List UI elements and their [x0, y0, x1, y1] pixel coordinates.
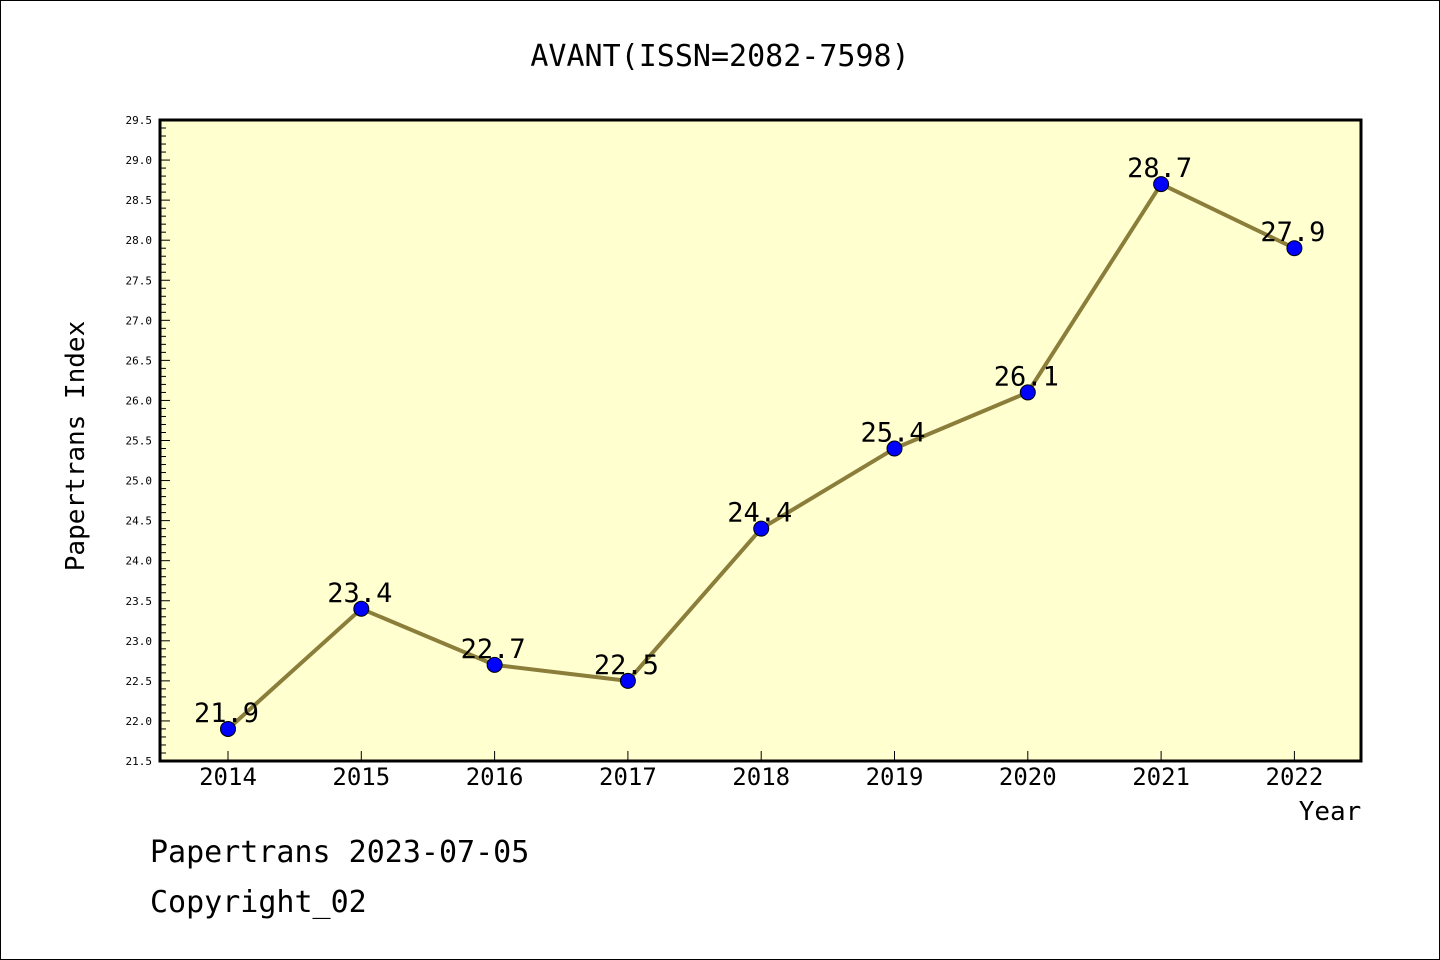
- data-label: 28.7: [1127, 153, 1192, 184]
- y-tick-label: 27.5: [126, 274, 153, 287]
- data-point: [619, 672, 636, 689]
- y-tick-label: 21.5: [126, 755, 153, 768]
- y-tick-label: 23.0: [126, 635, 153, 648]
- data-point: [353, 600, 370, 617]
- x-tick-label: 2021: [1132, 763, 1190, 791]
- data-point: [1153, 176, 1170, 193]
- y-tick-label: 29.0: [126, 154, 153, 167]
- y-tick-label: 28.0: [126, 234, 153, 247]
- x-tick-label: 2020: [999, 763, 1057, 791]
- data-label: 22.7: [461, 634, 526, 665]
- x-tick-label: 2022: [1266, 763, 1324, 791]
- y-tick-label: 22.5: [126, 675, 153, 688]
- y-tick-label: 26.0: [126, 394, 153, 407]
- y-tick-label: 25.5: [126, 435, 153, 448]
- y-axis-label: Papertrans Index: [61, 321, 91, 571]
- y-tick-label: 26.5: [126, 354, 153, 367]
- data-point: [1286, 240, 1303, 257]
- chart-title: AVANT(ISSN=2082-7598): [530, 39, 909, 74]
- data-label: 27.9: [1260, 217, 1325, 248]
- x-tick-label: 2018: [732, 763, 790, 791]
- y-tick-label: 24.5: [126, 515, 153, 528]
- y-tick-label: 24.0: [126, 555, 153, 568]
- x-tick-label: 2014: [199, 763, 257, 791]
- footer-date: Papertrans 2023-07-05: [150, 835, 530, 870]
- data-point: [1019, 384, 1036, 401]
- data-label: 22.5: [594, 650, 659, 681]
- data-labels: 21.9 23.4 22.7 22.5 24.4 25.4 26.1 28.7 27.9: [194, 153, 1325, 729]
- y-tick-label: 25.0: [126, 475, 153, 488]
- x-tick-label: 2015: [332, 763, 390, 791]
- y-tick-label: 23.5: [126, 595, 153, 608]
- footer-copyright: Copyright_02: [150, 885, 367, 920]
- x-tick-label: 2016: [466, 763, 524, 791]
- data-label: 24.4: [727, 498, 792, 529]
- data-label: 25.4: [861, 418, 926, 449]
- x-tick-label: 2017: [599, 763, 657, 791]
- y-tick-label: 29.5: [126, 114, 153, 127]
- plot-border: [158, 118, 1363, 763]
- data-point: [486, 656, 503, 673]
- data-label: 26.1: [994, 361, 1059, 392]
- data-point: [753, 520, 770, 537]
- y-axis-ticks: 21.5 22.0 22.5 23.0 23.5 24.0 24.5 25.0 25.5 26.0…: [126, 114, 153, 768]
- data-label: 21.9: [194, 698, 259, 729]
- data-markers: [220, 176, 1303, 737]
- y-tick-label: 22.0: [126, 715, 153, 728]
- y-tick-label: 28.5: [126, 194, 153, 207]
- y-tick-label: 27.0: [126, 314, 153, 327]
- data-point: [220, 720, 236, 737]
- data-label: 23.4: [327, 578, 392, 609]
- x-axis-ticks: 2014 2015 2016 2017 2018 2019 2020 2021 2022: [199, 751, 1323, 791]
- data-point: [886, 440, 903, 457]
- x-axis-label: Year: [1299, 797, 1362, 827]
- plot-area: [160, 120, 1361, 761]
- x-tick-label: 2019: [866, 763, 924, 791]
